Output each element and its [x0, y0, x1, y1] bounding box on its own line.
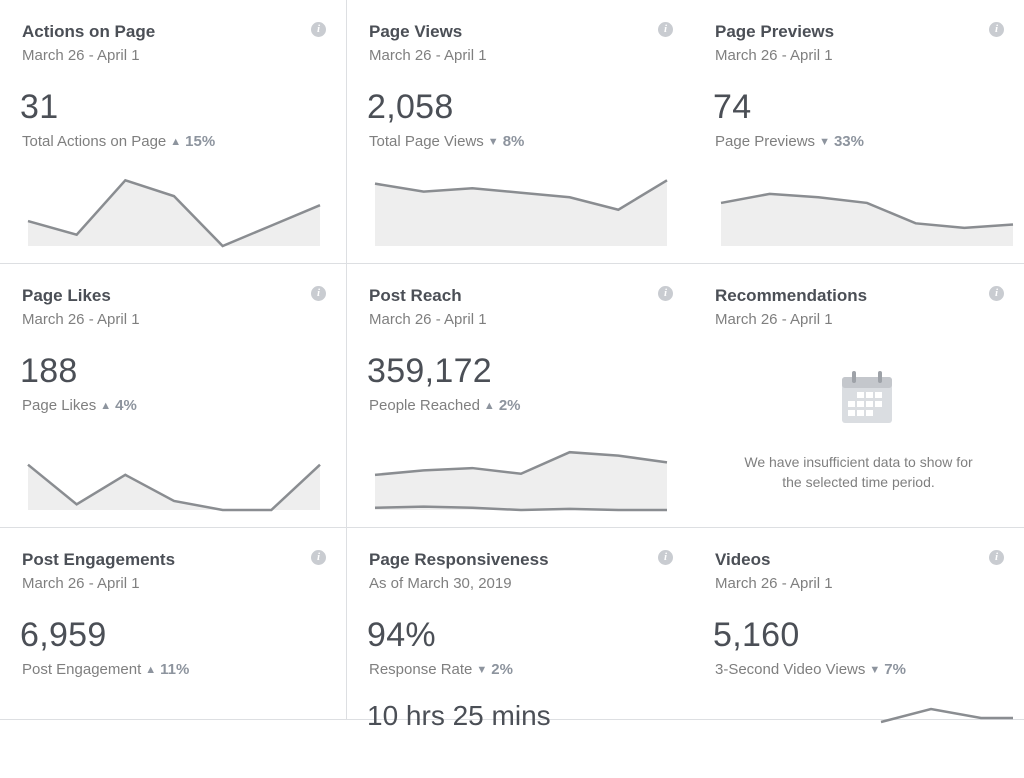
card-post-engagements[interactable]: Post Engagements March 26 - April 1 i 6,… [0, 528, 347, 720]
metric-label: Page Likes [22, 397, 97, 414]
card-metric: Response Rate ▼ 2% [369, 661, 513, 678]
triangle-up-icon: ▲ [100, 400, 112, 412]
card-value: 31 [20, 88, 59, 126]
metric-change: 11% [160, 661, 190, 678]
card-title: Page Previews [715, 22, 835, 41]
card-value: 5,160 [713, 616, 800, 654]
card-date-range: March 26 - April 1 [369, 311, 487, 328]
response-time-value: 10 hrs 25 mins [367, 700, 551, 731]
sparkline-line [720, 192, 1014, 230]
sparkline-area [375, 180, 667, 246]
triangle-down-icon: ▼ [869, 664, 881, 676]
metric-label: Total Actions on Page [22, 133, 167, 150]
triangle-down-icon: ▼ [476, 664, 488, 676]
triangle-up-icon: ▲ [170, 136, 182, 148]
metric-change: 2% [498, 397, 521, 414]
empty-state-message: We have insufficient data to show for th… [693, 452, 1024, 492]
card-page-views[interactable]: Page Views March 26 - April 1 i 2,058 To… [347, 0, 694, 264]
sparkline-line [374, 505, 667, 512]
info-icon[interactable]: i [989, 550, 1004, 565]
card-page-responsiveness[interactable]: Page Responsiveness As of March 30, 2019… [347, 528, 694, 731]
card-title: Videos [715, 550, 771, 569]
sparkline-chart [27, 463, 321, 512]
card-value: 2,058 [367, 88, 454, 126]
insights-grid: Actions on Page March 26 - April 1 i 31 … [0, 0, 1024, 731]
sparkline-area [28, 180, 320, 246]
card-title: Page Views [369, 22, 463, 41]
empty-message-line: We have insufficient data to show for [744, 454, 973, 470]
info-icon[interactable]: i [989, 286, 1004, 301]
card-date-range: March 26 - April 1 [22, 575, 140, 592]
sparkline-chart [374, 450, 668, 512]
metric-change: 33% [833, 133, 864, 150]
metric-change: 15% [185, 133, 216, 150]
card-value: 188 [20, 352, 78, 390]
metric-label: 3-Second Video Views [715, 661, 866, 678]
card-date-range: March 26 - April 1 [22, 311, 140, 328]
info-icon[interactable]: i [311, 286, 326, 301]
card-page-likes[interactable]: Page Likes March 26 - April 1 i 188 Page… [0, 264, 347, 528]
card-date-range: March 26 - April 1 [715, 47, 833, 64]
metric-label: Page Previews [715, 133, 816, 150]
sparkline-chart [27, 178, 321, 248]
metric-label: Total Page Views [369, 133, 484, 150]
card-title: Post Engagements [22, 550, 176, 569]
triangle-up-icon: ▲ [483, 400, 495, 412]
card-date-range: March 26 - April 1 [22, 47, 140, 64]
metric-label: Post Engagement [22, 661, 142, 678]
card-metric: Page Previews ▼ 33% [715, 133, 864, 150]
card-metric: Page Likes ▲ 4% [22, 397, 137, 414]
sparkline-area [28, 464, 320, 510]
sparkline-line [374, 179, 668, 212]
card-metric: Post Engagement ▲ 11% [22, 661, 189, 678]
card-value: 94% [367, 616, 436, 654]
card-recommendations[interactable]: Recommendations March 26 - April 1 i We … [693, 264, 1024, 528]
sparkline-line [374, 450, 668, 477]
card-title: Page Responsiveness [369, 550, 549, 569]
card-metric: Total Actions on Page ▲ 15% [22, 133, 215, 150]
sparkline-area [375, 452, 667, 510]
card-date-range: As of March 30, 2019 [369, 575, 512, 592]
sparkline-chart [374, 179, 668, 246]
info-icon[interactable]: i [658, 22, 673, 37]
card-title: Page Likes [22, 286, 111, 305]
card-post-reach[interactable]: Post Reach March 26 - April 1 i 359,172 … [347, 264, 694, 528]
info-icon[interactable]: i [989, 22, 1004, 37]
metric-change: 4% [115, 397, 137, 414]
metric-change: 8% [502, 133, 525, 150]
card-page-previews[interactable]: Page Previews March 26 - April 1 i 74 Pa… [693, 0, 1024, 264]
metric-label: People Reached [369, 397, 480, 414]
card-metric: 3-Second Video Views ▼ 7% [715, 661, 906, 678]
empty-message-line: the selected time period. [782, 474, 935, 490]
triangle-down-icon: ▼ [487, 136, 499, 148]
card-date-range: March 26 - April 1 [369, 47, 487, 64]
card-actions-on-page[interactable]: Actions on Page March 26 - April 1 i 31 … [0, 0, 347, 264]
triangle-up-icon: ▲ [145, 664, 157, 676]
card-title: Post Reach [369, 286, 462, 305]
sparkline-chart [720, 192, 1014, 246]
sparkline-chart [880, 707, 1013, 724]
info-icon[interactable]: i [311, 550, 326, 565]
sparkline-area [721, 193, 1013, 246]
info-icon[interactable]: i [658, 286, 673, 301]
info-icon[interactable]: i [311, 22, 326, 37]
card-date-range: March 26 - April 1 [715, 311, 833, 328]
metric-change: 7% [884, 661, 906, 678]
card-title: Recommendations [715, 286, 868, 305]
card-videos[interactable]: Videos March 26 - April 1 i 5,160 3-Seco… [693, 528, 1024, 724]
card-metric: People Reached ▲ 2% [369, 397, 521, 414]
card-value: 6,959 [20, 616, 107, 654]
metric-label: Response Rate [369, 661, 473, 678]
triangle-down-icon: ▼ [819, 136, 830, 148]
sparkline-line [27, 463, 321, 512]
card-title: Actions on Page [22, 22, 156, 41]
card-value: 359,172 [367, 352, 493, 390]
metric-change: 2% [491, 661, 513, 678]
calendar-icon [842, 371, 892, 423]
card-date-range: March 26 - April 1 [715, 575, 833, 592]
sparkline-line [27, 178, 321, 248]
card-value: 74 [713, 88, 752, 126]
info-icon[interactable]: i [658, 550, 673, 565]
card-metric: Total Page Views ▼ 8% [369, 133, 524, 150]
